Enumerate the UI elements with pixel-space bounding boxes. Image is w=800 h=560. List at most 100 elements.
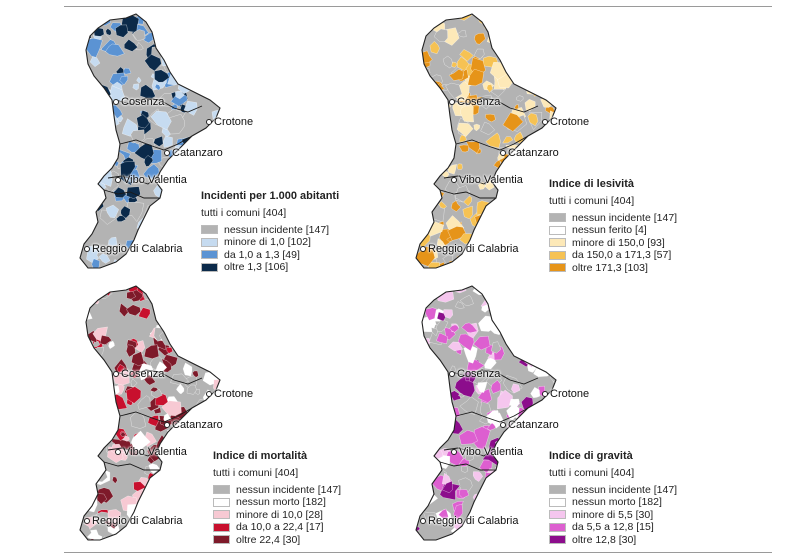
municipality-area bbox=[92, 398, 109, 414]
municipality-area bbox=[520, 286, 536, 297]
municipality-area bbox=[509, 316, 524, 331]
municipality-area bbox=[149, 387, 159, 393]
province-border bbox=[107, 447, 159, 457]
city-label-cosenza: Cosenza bbox=[449, 96, 500, 108]
municipality-area bbox=[153, 135, 164, 147]
province-border bbox=[443, 175, 495, 185]
province-border bbox=[455, 135, 529, 151]
legend-label: nessun morto [182] bbox=[236, 496, 326, 508]
municipality-area bbox=[541, 356, 553, 365]
municipality-area bbox=[202, 67, 210, 74]
municipality-area bbox=[161, 14, 170, 26]
municipality-area bbox=[530, 513, 547, 530]
province-border bbox=[103, 189, 160, 199]
municipality-area bbox=[536, 457, 549, 472]
municipality-area bbox=[465, 534, 480, 540]
municipality-area bbox=[177, 223, 186, 233]
legend-swatch bbox=[549, 225, 566, 235]
municipality-area bbox=[437, 403, 446, 411]
municipality-area bbox=[163, 467, 180, 489]
municipality-area bbox=[539, 136, 550, 145]
municipality-area bbox=[463, 344, 478, 364]
city-label-catanzaro: Catanzaro bbox=[500, 419, 559, 431]
municipality-area bbox=[502, 136, 514, 144]
municipality-area bbox=[132, 29, 146, 41]
municipality-area bbox=[422, 369, 431, 376]
municipality-area bbox=[504, 314, 520, 325]
municipality-area bbox=[95, 425, 108, 435]
municipality-area bbox=[462, 205, 473, 220]
municipality-area bbox=[520, 475, 540, 494]
municipality-area bbox=[216, 334, 220, 351]
municipality-area bbox=[537, 400, 551, 414]
municipality-area bbox=[517, 232, 524, 238]
municipality-area bbox=[96, 377, 113, 390]
municipality-area bbox=[431, 403, 438, 411]
municipality-area bbox=[416, 20, 429, 37]
municipality-area bbox=[530, 387, 540, 398]
municipality-area bbox=[459, 396, 479, 415]
municipality-area bbox=[453, 504, 463, 521]
municipality-area bbox=[209, 77, 217, 84]
municipality-area bbox=[523, 531, 538, 540]
municipality-area bbox=[80, 503, 85, 513]
municipality-area bbox=[188, 476, 207, 496]
legend-swatch bbox=[549, 522, 566, 532]
municipality-area bbox=[465, 449, 475, 461]
legend-title: Incidenti per 1.000 abitanti bbox=[201, 190, 340, 202]
municipality-area bbox=[80, 196, 85, 206]
province-border bbox=[115, 97, 203, 113]
municipality-area bbox=[195, 314, 204, 324]
municipality-area bbox=[166, 347, 173, 354]
municipality-area bbox=[431, 14, 441, 19]
municipality-area bbox=[208, 172, 220, 188]
legend-swatch bbox=[201, 250, 218, 260]
municipality-area bbox=[541, 57, 556, 74]
municipality-area bbox=[416, 435, 423, 449]
municipality-area bbox=[182, 64, 191, 77]
municipality-area bbox=[531, 28, 542, 38]
municipality-area bbox=[173, 18, 193, 39]
municipality-area bbox=[93, 532, 103, 540]
legend-item: nessun morto [182] bbox=[213, 496, 341, 509]
municipality-area bbox=[200, 529, 209, 539]
municipality-area bbox=[502, 227, 514, 239]
municipality-area bbox=[520, 286, 529, 289]
municipality-area bbox=[431, 327, 438, 337]
municipality-area bbox=[189, 297, 202, 310]
municipality-area bbox=[489, 286, 500, 297]
legend-label: nessun morto [182] bbox=[572, 496, 662, 508]
municipality-area bbox=[416, 92, 433, 107]
municipality-area bbox=[516, 209, 523, 216]
city-label-cosenza: Cosenza bbox=[113, 96, 164, 108]
map-legend: Indice di lesività tutti i comuni [404] … bbox=[549, 179, 677, 274]
municipality-area bbox=[531, 238, 549, 261]
municipality-area bbox=[496, 485, 508, 495]
municipality-area bbox=[531, 60, 544, 70]
municipality-area bbox=[546, 342, 552, 349]
legend-label: nessun incidente [147] bbox=[224, 223, 330, 236]
municipality-area bbox=[80, 484, 88, 503]
municipality-area bbox=[427, 128, 445, 144]
municipality-area bbox=[150, 535, 157, 540]
municipality-area bbox=[456, 122, 474, 137]
municipality-area bbox=[416, 305, 424, 324]
municipality-area bbox=[88, 119, 100, 131]
legend-swatch bbox=[549, 485, 566, 495]
province-border bbox=[119, 407, 193, 423]
municipality-area bbox=[187, 168, 193, 175]
legend-swatch bbox=[213, 522, 230, 532]
municipality-area bbox=[449, 324, 460, 333]
municipality-area bbox=[150, 203, 164, 215]
municipality-area bbox=[547, 316, 555, 326]
municipality-area bbox=[130, 378, 138, 387]
municipality-area bbox=[133, 263, 145, 268]
municipality-area bbox=[525, 80, 541, 95]
municipality-area bbox=[429, 437, 437, 443]
municipality-area bbox=[80, 537, 82, 540]
municipality-area bbox=[416, 471, 425, 483]
legend-item: nessun incidente [147] bbox=[549, 212, 677, 225]
municipality-area bbox=[95, 511, 109, 525]
municipality-area bbox=[179, 486, 188, 493]
municipality-area bbox=[97, 166, 104, 173]
